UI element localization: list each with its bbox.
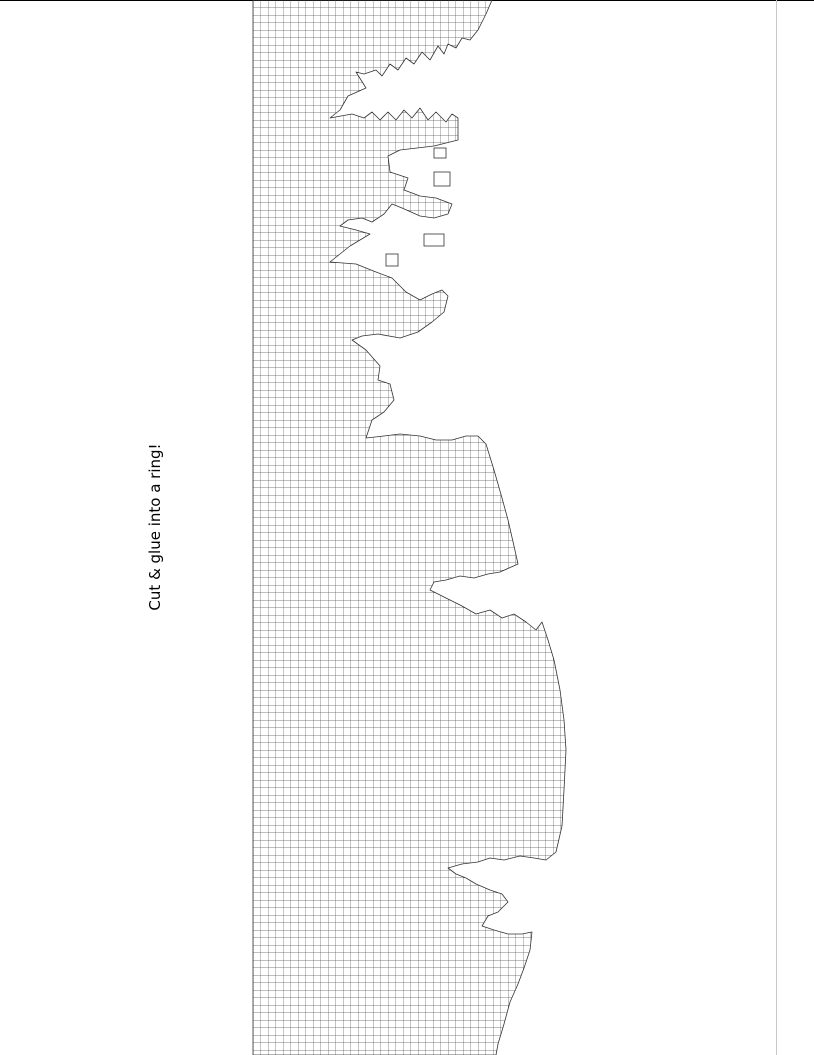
window-cutouts (385, 147, 451, 267)
window-cutout-3 (423, 233, 445, 247)
window-cutout-4 (385, 253, 399, 267)
window-cutout-1 (433, 147, 447, 159)
window-cutout-2 (433, 171, 451, 187)
grid-silhouette-shape (252, 0, 567, 1055)
right-margin-rule (776, 0, 777, 1055)
